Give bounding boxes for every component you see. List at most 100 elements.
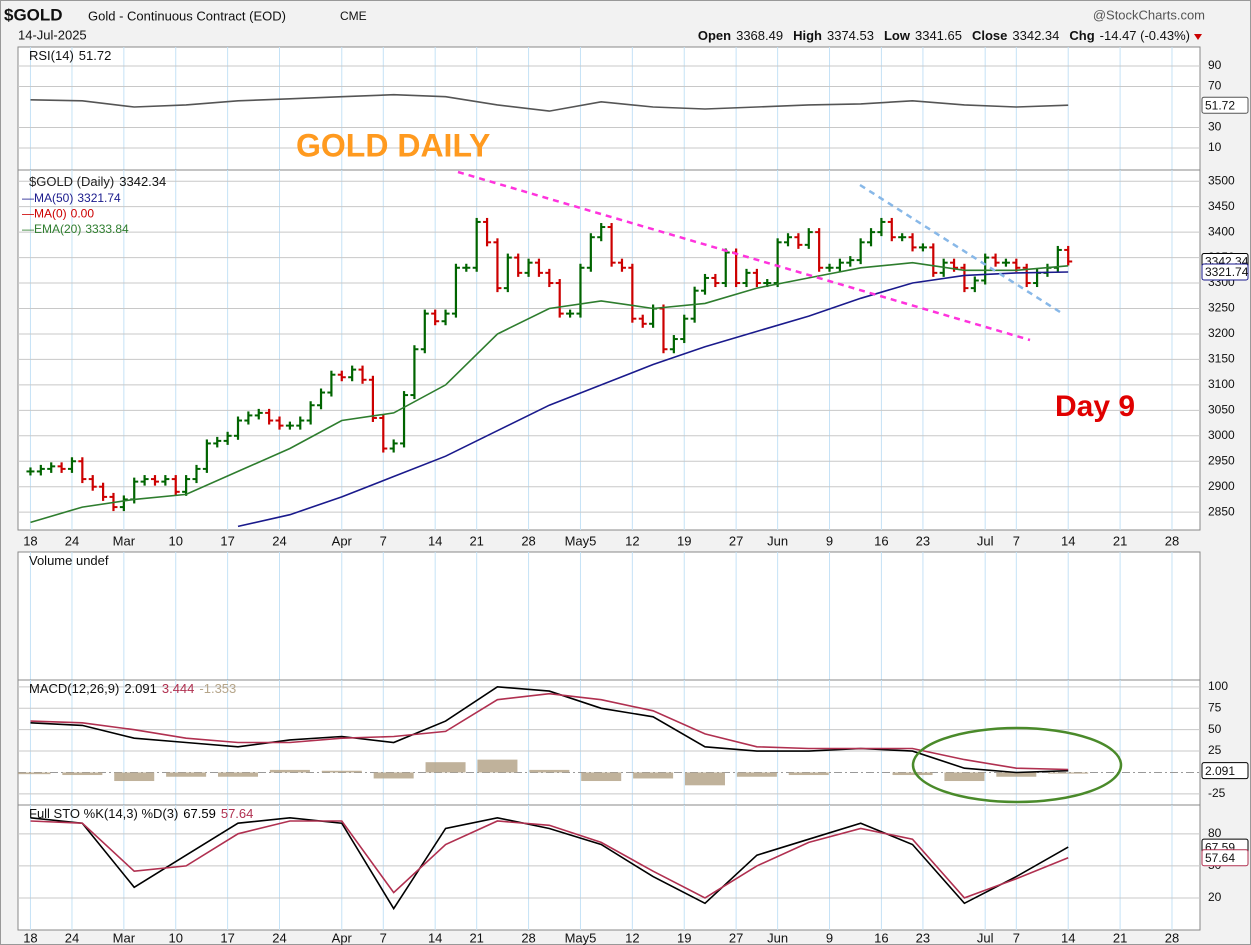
y-tick-label: 90 <box>1208 58 1222 72</box>
x-tick-label: 28 <box>521 930 535 945</box>
histogram-bar <box>18 772 51 775</box>
y-tick-label: 3050 <box>1208 403 1235 417</box>
histogram-bar <box>425 762 466 773</box>
histogram-bar <box>788 772 829 776</box>
price-bar <box>555 279 564 318</box>
series-line <box>30 692 1069 771</box>
price-bar <box>285 421 294 430</box>
x-tick-label: 16 <box>874 930 888 945</box>
histogram-bar <box>166 772 207 777</box>
price-bar <box>929 243 938 277</box>
price-bar <box>960 263 969 293</box>
legend-value: 0.00 <box>71 207 95 221</box>
price-bar <box>638 314 647 328</box>
x-tick-label: May5 <box>565 533 597 548</box>
x-tick-label: 27 <box>729 533 743 548</box>
y-tick-label: 3000 <box>1208 428 1235 442</box>
x-tick-label: 19 <box>677 533 691 548</box>
y-tick-label: 10 <box>1208 140 1222 154</box>
x-tick-label: 14 <box>428 533 442 548</box>
price-bar <box>462 263 471 272</box>
x-tick-label: 18 <box>23 533 37 548</box>
y-tick-label: 2850 <box>1208 504 1235 518</box>
series-line <box>237 271 1069 528</box>
x-tick-label: Mar <box>113 533 136 548</box>
x-tick-label: 23 <box>916 930 930 945</box>
price-bar <box>441 309 450 326</box>
price-bar <box>99 482 108 501</box>
price-bar <box>784 233 793 247</box>
price-bar <box>57 462 66 473</box>
legend-item: Full STO %K(14,3) %D(3) <box>29 806 178 821</box>
x-tick-label: May5 <box>565 930 597 945</box>
y-tick-label: 3150 <box>1208 352 1235 366</box>
last-value-badge <box>1201 849 1249 867</box>
x-tick-label: 10 <box>169 533 183 548</box>
price-bar <box>420 309 429 354</box>
price-bar <box>524 258 533 277</box>
x-tick-label: 14 <box>1061 930 1075 945</box>
y-tick-label: 50 <box>1208 722 1222 736</box>
x-tick-label: Jun <box>767 930 788 945</box>
x-tick-label: 19 <box>677 930 691 945</box>
price-bar <box>1022 263 1031 288</box>
price-bar <box>534 258 543 277</box>
y-tick-label: 20 <box>1208 890 1222 904</box>
price-bar <box>846 256 855 267</box>
price-bar <box>171 475 180 496</box>
change-value: -14.47 (-0.43%) <box>1100 28 1190 43</box>
legend-item: 57.64 <box>221 806 254 821</box>
price-bar <box>721 248 730 288</box>
legend-item: RSI(14) <box>29 48 74 63</box>
y-tick-label: 70 <box>1208 79 1222 93</box>
x-tick-label: Jun <box>767 533 788 548</box>
quote-value: 3368.49 <box>736 28 783 43</box>
last-value-label: 57.64 <box>1205 851 1235 865</box>
legend-item: 3342.34 <box>119 174 166 189</box>
price-bar <box>867 228 876 247</box>
price-bar <box>337 370 346 382</box>
x-tick-label: 17 <box>220 930 234 945</box>
quote-value: 3374.53 <box>827 28 874 43</box>
series-line <box>30 261 1069 524</box>
price-bar <box>804 228 813 249</box>
quote-label: Low <box>884 28 911 43</box>
price-bar <box>36 464 45 476</box>
price-bar <box>970 276 979 293</box>
last-value-label: 3321.74 <box>1205 265 1249 279</box>
price-bar <box>244 411 253 425</box>
price-bar <box>265 408 274 425</box>
price-bar <box>877 217 886 237</box>
y-tick-label: 3250 <box>1208 301 1235 315</box>
price-bar <box>628 263 637 323</box>
price-bar <box>47 462 56 473</box>
quote-label: Chg <box>1069 28 1094 43</box>
instrument-name: Gold - Continuous Contract (EOD) <box>88 8 286 23</box>
price-bar <box>472 217 481 272</box>
price-bar <box>483 217 492 247</box>
x-tick-label: 24 <box>65 533 79 548</box>
y-tick-label: 3450 <box>1208 199 1235 213</box>
x-tick-label: 7 <box>1013 930 1020 945</box>
price-bar <box>119 495 128 512</box>
legend-swatch-line: — <box>22 207 34 221</box>
x-tick-label: 7 <box>1013 533 1020 548</box>
price-bar <box>1001 258 1010 267</box>
price-bar <box>514 253 523 277</box>
histogram-bar <box>321 770 362 773</box>
price-bar <box>794 233 803 249</box>
x-tick-label: 12 <box>625 930 639 945</box>
y-tick-label: 75 <box>1208 700 1222 714</box>
price-bar <box>140 475 149 486</box>
price-bar <box>317 388 326 410</box>
histogram-bar <box>1048 772 1089 774</box>
panel <box>17 46 1201 171</box>
legend-item: 3.444 <box>162 681 195 696</box>
y-tick-label: 30 <box>1208 120 1222 134</box>
price-bar <box>275 416 284 430</box>
x-tick-label: 27 <box>729 930 743 945</box>
histogram-bar <box>633 772 674 779</box>
price-bar <box>752 268 761 288</box>
price-bar <box>700 273 709 295</box>
price-bar <box>981 253 990 285</box>
